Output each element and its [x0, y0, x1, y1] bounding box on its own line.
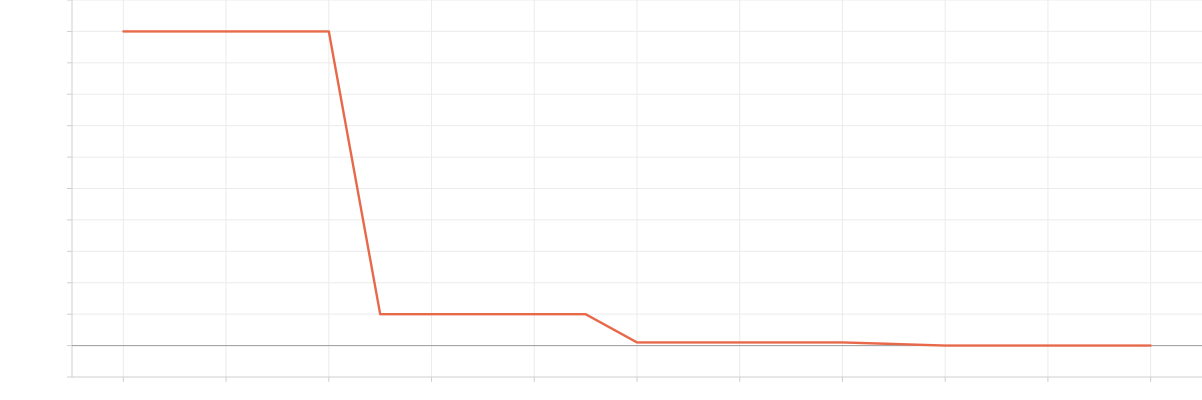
series-line-0	[122, 30, 1152, 347]
chart-series	[122, 30, 1152, 347]
chart-axes	[67, 0, 1202, 382]
chart-grid	[72, 0, 1202, 378]
